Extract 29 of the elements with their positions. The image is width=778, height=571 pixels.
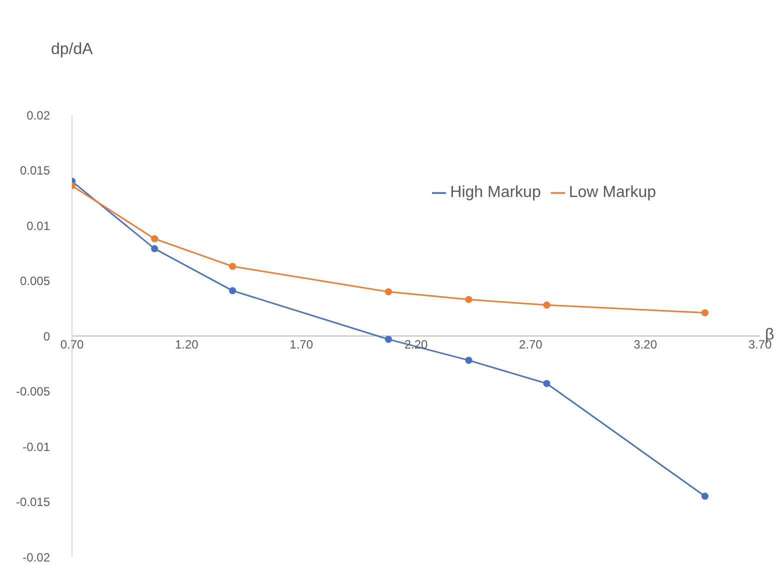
- point: [465, 296, 472, 304]
- x-tick-label: 1.70: [290, 338, 314, 352]
- point: [228, 262, 236, 270]
- y-tick-label: -0.015: [16, 495, 50, 510]
- point: [384, 336, 392, 343]
- y-tick-label: 0.015: [20, 164, 50, 178]
- legend-label: Low Markup: [568, 184, 656, 201]
- x-tick-label: 0.70: [60, 338, 84, 352]
- y-tick-label: 0.02: [26, 108, 50, 122]
- x-tick-label: 3.20: [634, 338, 658, 352]
- y-tick-label: 0.005: [20, 274, 50, 288]
- y-tick-label: -0.01: [22, 440, 50, 454]
- point: [151, 235, 158, 242]
- y-tick-label: -0.02: [22, 550, 50, 564]
- y-tick-label: 0: [43, 329, 50, 344]
- point: [228, 287, 236, 294]
- point: [701, 309, 709, 316]
- y-axis-title: dp/dA: [51, 41, 94, 58]
- y-tick-label: 0.01: [26, 218, 50, 233]
- point: [465, 356, 472, 364]
- point: [384, 288, 392, 296]
- point: [543, 302, 550, 309]
- point: [151, 245, 158, 252]
- legend-label: High Markup: [450, 184, 541, 201]
- point: [543, 380, 550, 388]
- x-tick-label: 2.70: [518, 338, 543, 352]
- point: [701, 492, 709, 500]
- y-tick-label: -0.005: [16, 384, 50, 399]
- x-tick-label: 1.20: [174, 338, 199, 352]
